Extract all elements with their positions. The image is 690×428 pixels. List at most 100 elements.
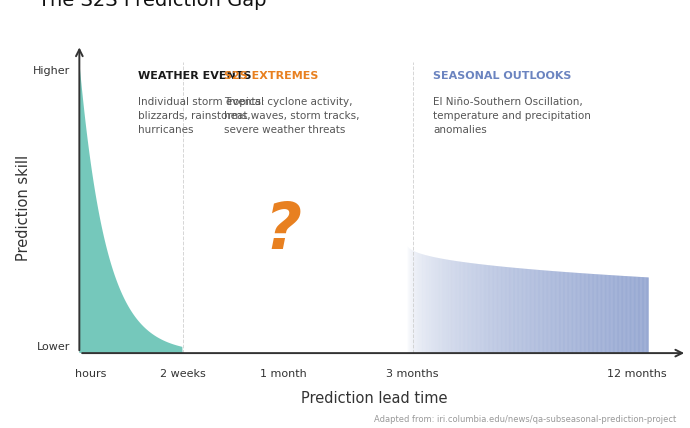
Polygon shape — [620, 276, 621, 353]
Polygon shape — [587, 273, 588, 353]
Polygon shape — [557, 271, 558, 353]
Polygon shape — [426, 255, 427, 353]
Polygon shape — [443, 259, 444, 353]
Polygon shape — [458, 262, 459, 353]
Polygon shape — [417, 253, 418, 353]
Polygon shape — [538, 270, 539, 353]
Polygon shape — [622, 276, 623, 353]
Polygon shape — [588, 273, 589, 353]
Polygon shape — [513, 268, 514, 353]
Polygon shape — [437, 258, 438, 353]
Polygon shape — [522, 268, 523, 353]
Polygon shape — [544, 270, 546, 353]
Polygon shape — [491, 265, 492, 353]
Polygon shape — [551, 271, 552, 353]
Polygon shape — [613, 275, 614, 353]
Polygon shape — [634, 276, 635, 353]
Polygon shape — [552, 271, 553, 353]
Polygon shape — [482, 265, 484, 353]
Polygon shape — [409, 248, 410, 353]
Polygon shape — [567, 272, 568, 353]
Polygon shape — [446, 259, 447, 353]
Polygon shape — [576, 273, 577, 353]
Polygon shape — [604, 275, 605, 353]
Polygon shape — [425, 255, 426, 353]
Polygon shape — [526, 269, 527, 353]
Polygon shape — [644, 277, 645, 353]
Polygon shape — [460, 262, 461, 353]
Polygon shape — [485, 265, 486, 353]
Polygon shape — [645, 277, 647, 353]
Polygon shape — [582, 273, 583, 353]
Polygon shape — [528, 269, 529, 353]
Polygon shape — [509, 267, 510, 353]
Polygon shape — [424, 255, 425, 353]
Polygon shape — [529, 269, 530, 353]
Polygon shape — [484, 265, 485, 353]
Polygon shape — [475, 264, 476, 353]
Polygon shape — [561, 272, 562, 353]
Polygon shape — [505, 267, 506, 353]
Polygon shape — [412, 250, 413, 353]
Text: Adapted from: iri.columbia.edu/news/qa-subseasonal-prediction-project: Adapted from: iri.columbia.edu/news/qa-s… — [374, 415, 676, 424]
Polygon shape — [465, 262, 466, 353]
Polygon shape — [639, 277, 640, 353]
Polygon shape — [459, 262, 460, 353]
Text: Lower: Lower — [37, 342, 70, 352]
Polygon shape — [514, 268, 515, 353]
Polygon shape — [530, 269, 531, 353]
Polygon shape — [547, 270, 548, 353]
Polygon shape — [637, 277, 638, 353]
Polygon shape — [602, 275, 604, 353]
Polygon shape — [442, 259, 443, 353]
Text: 12 months: 12 months — [607, 369, 667, 379]
Polygon shape — [554, 271, 555, 353]
Polygon shape — [474, 263, 475, 353]
Polygon shape — [584, 273, 585, 353]
Text: Individual storm events:
blizzards, rainstorms,
hurricanes: Individual storm events: blizzards, rain… — [138, 97, 265, 135]
Polygon shape — [518, 268, 519, 353]
Polygon shape — [595, 274, 596, 353]
Polygon shape — [516, 268, 518, 353]
Polygon shape — [593, 274, 594, 353]
Text: Higher: Higher — [33, 66, 70, 76]
Polygon shape — [456, 261, 457, 353]
Polygon shape — [627, 276, 628, 353]
Polygon shape — [503, 267, 504, 353]
Polygon shape — [534, 270, 535, 353]
Polygon shape — [444, 259, 446, 353]
Polygon shape — [472, 263, 473, 353]
Polygon shape — [481, 264, 482, 353]
Polygon shape — [408, 247, 409, 353]
Polygon shape — [418, 253, 419, 353]
Polygon shape — [599, 274, 600, 353]
Polygon shape — [502, 267, 503, 353]
Text: 3 months: 3 months — [386, 369, 439, 379]
Polygon shape — [612, 275, 613, 353]
Polygon shape — [560, 272, 561, 353]
Polygon shape — [571, 273, 572, 353]
Polygon shape — [555, 271, 556, 353]
Polygon shape — [647, 277, 648, 353]
Polygon shape — [540, 270, 542, 353]
Polygon shape — [501, 267, 502, 353]
Polygon shape — [495, 266, 496, 353]
Polygon shape — [499, 266, 500, 353]
Polygon shape — [600, 274, 601, 353]
Polygon shape — [504, 267, 505, 353]
Text: 2 weeks: 2 weeks — [159, 369, 206, 379]
Polygon shape — [642, 277, 643, 353]
Polygon shape — [564, 272, 565, 353]
Polygon shape — [447, 259, 448, 353]
Polygon shape — [470, 263, 471, 353]
Polygon shape — [546, 270, 547, 353]
Text: Prediction skill: Prediction skill — [16, 155, 31, 261]
Polygon shape — [480, 264, 481, 353]
Polygon shape — [455, 261, 456, 353]
Polygon shape — [607, 275, 609, 353]
Polygon shape — [543, 270, 544, 353]
Polygon shape — [532, 269, 533, 353]
Polygon shape — [506, 267, 508, 353]
Polygon shape — [621, 276, 622, 353]
Polygon shape — [573, 273, 575, 353]
